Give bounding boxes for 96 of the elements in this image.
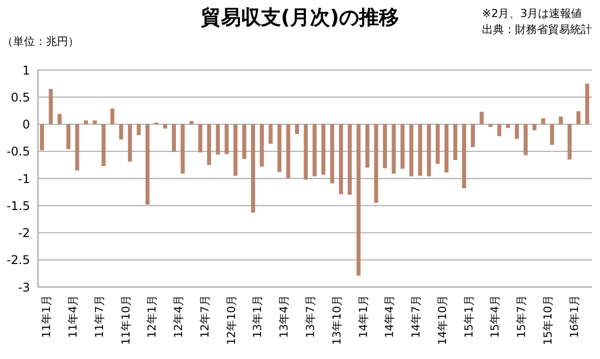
x-tick-label: 14年7月 [410, 295, 423, 338]
y-tick-label: -2.5 [6, 253, 30, 268]
x-tick-label: 15年4月 [488, 295, 502, 338]
bar [444, 124, 449, 173]
bar [568, 124, 572, 160]
bar [497, 124, 502, 136]
bar [58, 114, 62, 124]
chart-title: 貿易収支(月次)の推移 [200, 5, 400, 29]
bar [532, 124, 536, 130]
bar [392, 124, 396, 174]
x-tick-label: 12年10月 [224, 295, 238, 345]
x-tick-label: 14年10月 [436, 295, 449, 345]
bar [189, 120, 194, 124]
bar [453, 124, 458, 160]
x-tick-label: 16年1月 [568, 295, 581, 338]
bar [110, 108, 114, 124]
x-tick-label: 11年10月 [119, 295, 132, 345]
bar [163, 124, 168, 129]
x-tick-label: 13年4月 [278, 295, 291, 338]
bar [136, 124, 141, 136]
bar [260, 124, 264, 167]
y-tick-label: 0.5 [10, 90, 30, 104]
bar [426, 124, 431, 176]
bar [488, 124, 492, 127]
x-tick-label: 11年7月 [92, 295, 106, 338]
bar [277, 124, 282, 172]
bar [330, 124, 334, 184]
bar [180, 124, 185, 174]
x-tick-label: 15年10月 [541, 295, 554, 345]
bar [295, 124, 300, 134]
bar [470, 124, 475, 148]
bar [348, 124, 352, 195]
bar [585, 84, 590, 124]
bar [48, 88, 53, 124]
x-tick-label: 12年1月 [146, 295, 159, 338]
bar [418, 124, 422, 176]
x-tick-label: 11年4月 [66, 295, 80, 338]
bar [198, 124, 202, 152]
y-tick-label: 1 [22, 63, 30, 78]
bar [312, 124, 317, 176]
x-tick-label: 11年1月 [40, 295, 54, 338]
bar [146, 124, 150, 205]
bar [462, 124, 466, 188]
source-note: 出典：財務省貿易統計 [482, 22, 592, 38]
bar [338, 124, 343, 194]
bar [84, 120, 88, 124]
bar [506, 124, 510, 128]
bar [382, 124, 387, 168]
y-axis-title: （単位：兆円） [2, 34, 79, 49]
bar [480, 112, 484, 124]
bar [558, 116, 563, 124]
bar [66, 124, 70, 150]
x-tick-label: 12年7月 [198, 295, 212, 338]
bar [102, 124, 106, 166]
bar [374, 124, 378, 203]
bar [216, 124, 220, 155]
bar [356, 124, 361, 276]
bar [268, 124, 273, 144]
bar [409, 124, 414, 176]
bar [207, 124, 212, 165]
y-tick-label: 0 [22, 118, 30, 132]
bar [524, 124, 528, 156]
bar [400, 124, 405, 169]
bar [286, 124, 290, 178]
bar [365, 124, 370, 168]
x-tick-label: 15年7月 [515, 295, 528, 338]
bar [233, 124, 238, 176]
x-tick-label: 14年4月 [383, 295, 396, 338]
bar [304, 124, 308, 180]
y-tick-label: -1.5 [6, 198, 30, 213]
bar [436, 124, 440, 164]
x-tick-label: 13年10月 [330, 295, 344, 345]
y-tick-label: -2 [18, 226, 30, 240]
y-tick-label: -0.5 [6, 144, 30, 159]
bar [251, 124, 256, 213]
bar [242, 124, 246, 159]
bar [128, 124, 132, 162]
x-tick-label: 12年4月 [172, 295, 186, 338]
x-tick-label: 14年1月 [356, 295, 370, 338]
bar [172, 124, 176, 152]
x-tick-label: 13年7月 [304, 295, 318, 338]
bar [576, 111, 580, 124]
y-tick-label: -3 [18, 280, 30, 294]
text: ※2月、3月は速報値 [482, 6, 584, 22]
bar [514, 124, 519, 139]
bar [119, 124, 124, 140]
bar [550, 124, 554, 145]
bar [40, 124, 44, 150]
bar [92, 120, 97, 124]
x-tick-label: 15年1月 [462, 295, 476, 338]
bar [75, 124, 80, 170]
bar [224, 124, 229, 154]
bar [321, 124, 326, 175]
x-tick-label: 13年1月 [251, 295, 264, 338]
bar [541, 118, 546, 124]
y-tick-label: -1 [18, 172, 30, 186]
